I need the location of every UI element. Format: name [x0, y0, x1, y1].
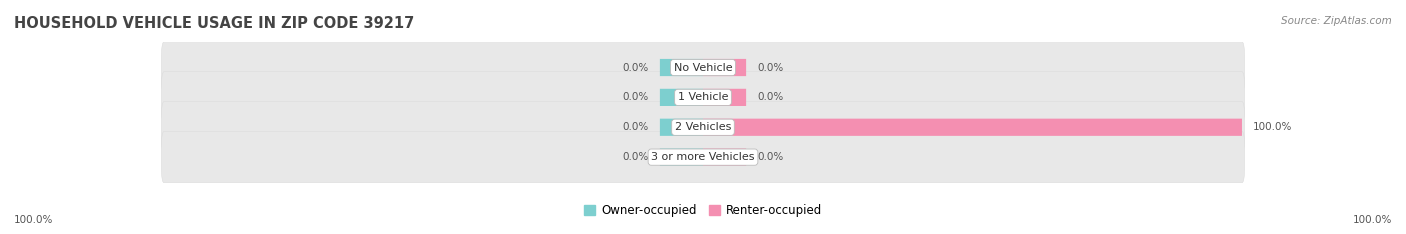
Text: 0.0%: 0.0% [756, 62, 783, 73]
FancyBboxPatch shape [703, 119, 1241, 136]
Text: 0.0%: 0.0% [756, 152, 783, 162]
FancyBboxPatch shape [703, 59, 747, 76]
Text: Source: ZipAtlas.com: Source: ZipAtlas.com [1281, 16, 1392, 26]
FancyBboxPatch shape [659, 119, 703, 136]
Text: 2 Vehicles: 2 Vehicles [675, 122, 731, 132]
Text: 0.0%: 0.0% [623, 152, 650, 162]
Text: 100.0%: 100.0% [1353, 215, 1392, 225]
FancyBboxPatch shape [659, 149, 703, 166]
Text: 1 Vehicle: 1 Vehicle [678, 92, 728, 102]
Text: 100.0%: 100.0% [14, 215, 53, 225]
FancyBboxPatch shape [659, 59, 703, 76]
Text: 0.0%: 0.0% [623, 92, 650, 102]
Legend: Owner-occupied, Renter-occupied: Owner-occupied, Renter-occupied [579, 199, 827, 222]
FancyBboxPatch shape [703, 89, 747, 106]
FancyBboxPatch shape [162, 42, 1244, 93]
FancyBboxPatch shape [162, 102, 1244, 153]
Text: 0.0%: 0.0% [623, 62, 650, 73]
FancyBboxPatch shape [659, 89, 703, 106]
Text: No Vehicle: No Vehicle [673, 62, 733, 73]
FancyBboxPatch shape [162, 132, 1244, 183]
Text: HOUSEHOLD VEHICLE USAGE IN ZIP CODE 39217: HOUSEHOLD VEHICLE USAGE IN ZIP CODE 3921… [14, 16, 415, 31]
Text: 0.0%: 0.0% [623, 122, 650, 132]
Text: 0.0%: 0.0% [756, 92, 783, 102]
Text: 3 or more Vehicles: 3 or more Vehicles [651, 152, 755, 162]
FancyBboxPatch shape [703, 149, 747, 166]
Text: 100.0%: 100.0% [1253, 122, 1292, 132]
FancyBboxPatch shape [162, 72, 1244, 123]
